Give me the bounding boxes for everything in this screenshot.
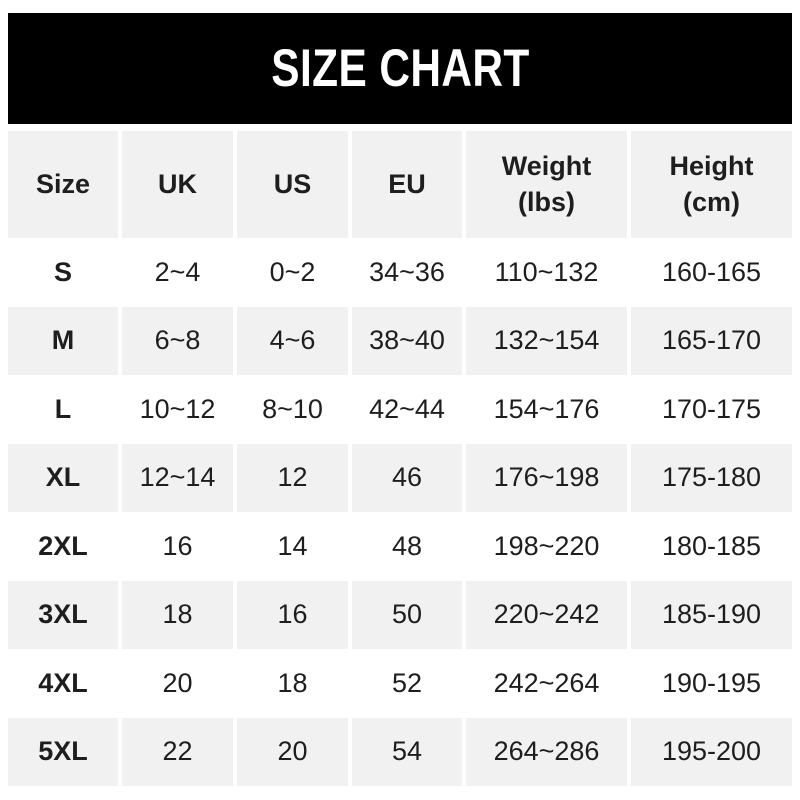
col-header-us: US xyxy=(237,131,348,238)
cell-s-uk: 2~4 xyxy=(122,238,233,307)
cell-l-weight: 154~176 xyxy=(466,375,627,444)
cell-3xl-uk: 18 xyxy=(122,580,233,649)
cell-2xl-height: 180-185 xyxy=(631,512,792,581)
cell-xl-uk: 12~14 xyxy=(122,443,233,512)
title-banner: SIZE CHART xyxy=(8,13,792,124)
cell-4xl-eu: 52 xyxy=(352,649,462,718)
cell-3xl-weight: 220~242 xyxy=(466,580,627,649)
row-label-3xl: 3XL xyxy=(8,580,118,649)
cell-m-eu: 38~40 xyxy=(352,306,462,375)
col-header-weight: Weight (lbs) xyxy=(466,131,627,238)
row-label-xl: XL xyxy=(8,443,118,512)
cell-2xl-eu: 48 xyxy=(352,512,462,581)
size-chart-page: SIZE CHART Size UK US EU Weight (lbs) He… xyxy=(0,13,800,786)
cell-4xl-us: 18 xyxy=(237,649,348,718)
cell-5xl-us: 20 xyxy=(237,717,348,786)
cell-xl-weight: 176~198 xyxy=(466,443,627,512)
row-label-s: S xyxy=(8,238,118,307)
cell-4xl-weight: 242~264 xyxy=(466,649,627,718)
cell-3xl-us: 16 xyxy=(237,580,348,649)
cell-s-weight: 110~132 xyxy=(466,238,627,307)
row-label-4xl: 4XL xyxy=(8,649,118,718)
cell-5xl-weight: 264~286 xyxy=(466,717,627,786)
cell-xl-height: 175-180 xyxy=(631,443,792,512)
cell-2xl-us: 14 xyxy=(237,512,348,581)
cell-s-eu: 34~36 xyxy=(352,238,462,307)
cell-m-uk: 6~8 xyxy=(122,306,233,375)
cell-l-uk: 10~12 xyxy=(122,375,233,444)
row-label-2xl: 2XL xyxy=(8,512,118,581)
cell-2xl-weight: 198~220 xyxy=(466,512,627,581)
cell-l-eu: 42~44 xyxy=(352,375,462,444)
cell-m-height: 165-170 xyxy=(631,306,792,375)
row-label-5xl: 5XL xyxy=(8,717,118,786)
cell-m-us: 4~6 xyxy=(237,306,348,375)
col-header-uk: UK xyxy=(122,131,233,238)
cell-4xl-uk: 20 xyxy=(122,649,233,718)
row-label-m: M xyxy=(8,306,118,375)
cell-xl-us: 12 xyxy=(237,443,348,512)
cell-3xl-height: 185-190 xyxy=(631,580,792,649)
cell-s-us: 0~2 xyxy=(237,238,348,307)
col-header-eu: EU xyxy=(352,131,462,238)
cell-2xl-uk: 16 xyxy=(122,512,233,581)
col-header-size: Size xyxy=(8,131,118,238)
cell-5xl-uk: 22 xyxy=(122,717,233,786)
page-title: SIZE CHART xyxy=(270,39,530,98)
cell-5xl-eu: 54 xyxy=(352,717,462,786)
cell-s-height: 160-165 xyxy=(631,238,792,307)
cell-4xl-height: 190-195 xyxy=(631,649,792,718)
size-table: Size UK US EU Weight (lbs) Height (cm) S… xyxy=(8,131,792,786)
cell-3xl-eu: 50 xyxy=(352,580,462,649)
cell-l-height: 170-175 xyxy=(631,375,792,444)
cell-5xl-height: 195-200 xyxy=(631,717,792,786)
cell-xl-eu: 46 xyxy=(352,443,462,512)
row-label-l: L xyxy=(8,375,118,444)
cell-m-weight: 132~154 xyxy=(466,306,627,375)
cell-l-us: 8~10 xyxy=(237,375,348,444)
col-header-height: Height (cm) xyxy=(631,131,792,238)
